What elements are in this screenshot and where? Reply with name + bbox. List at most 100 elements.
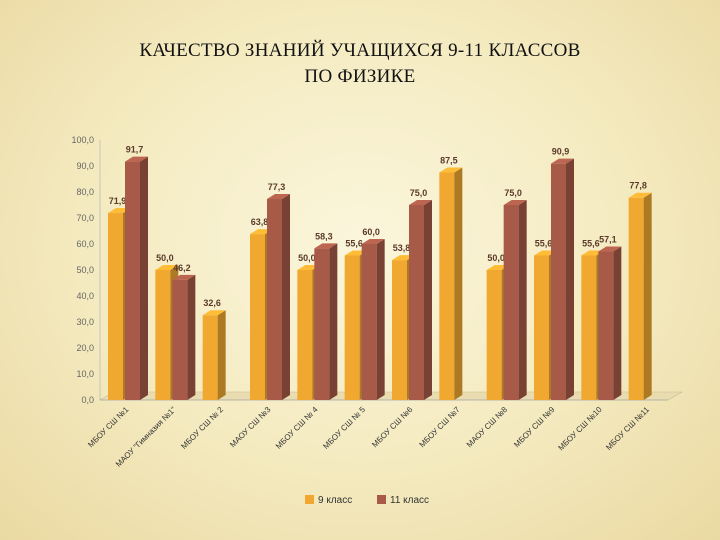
bar-side	[643, 192, 652, 400]
legend-label: 11 класс	[390, 495, 429, 506]
category-label: МАОУ СШ №8	[465, 405, 510, 450]
slide-title-line-1: КАЧЕСТВО ЗНАНИЙ УЧАЩИХСЯ 9-11 КЛАССОВ	[139, 40, 581, 61]
data-label: 60,0	[362, 227, 380, 237]
bar-top	[155, 265, 179, 270]
bar-front	[551, 163, 566, 400]
data-label: 75,0	[504, 188, 522, 198]
category-label: МБОУ СШ № 2	[179, 405, 225, 451]
data-label: 46,2	[173, 263, 191, 273]
data-label: 87,5	[440, 156, 458, 166]
data-label: 63,8	[251, 217, 269, 227]
bar-front	[598, 251, 614, 400]
bar	[598, 246, 622, 400]
bar-side	[518, 200, 527, 400]
data-label: 55,6	[535, 238, 553, 248]
bar-front	[409, 205, 424, 400]
bar-top	[267, 194, 290, 200]
bar-top	[503, 200, 527, 205]
bar	[551, 158, 574, 400]
bar-front	[108, 213, 123, 400]
bar	[409, 200, 432, 400]
bar-front	[314, 248, 330, 400]
bar	[439, 167, 463, 400]
category-label: МБОУ СШ №11	[604, 405, 651, 452]
y-tick-label: 30,0	[76, 317, 94, 327]
category-label: МАОУ СШ №3	[228, 405, 273, 450]
bar-front	[344, 255, 360, 400]
y-tick-label: 40,0	[76, 291, 94, 301]
data-label: 57,1	[599, 235, 617, 245]
y-tick-label: 20,0	[76, 343, 94, 353]
bar	[202, 310, 226, 400]
bar-side	[454, 167, 463, 400]
slide-title: КАЧЕСТВО ЗНАНИЙ УЧАЩИХСЯ 9-11 КЛАССОВ ПО…	[0, 38, 720, 90]
data-label: 91,7	[126, 145, 144, 155]
bar-side	[424, 200, 432, 400]
bar	[125, 156, 148, 400]
category-label: МБОУ СШ № 4	[274, 405, 320, 451]
legend-swatch	[377, 495, 386, 504]
data-label: 77,3	[268, 182, 286, 192]
data-label: 75,0	[410, 188, 428, 198]
y-tick-label: 50,0	[76, 265, 94, 275]
data-label: 77,8	[629, 181, 647, 191]
bar-top	[628, 192, 652, 198]
data-label: 90,9	[552, 147, 570, 157]
bar-front	[172, 279, 188, 400]
y-tick-label: 0,0	[81, 395, 94, 405]
bar-top	[125, 156, 148, 162]
slide-title-line-2: ПО ФИЗИКЕ	[304, 66, 416, 87]
y-tick-label: 80,0	[76, 187, 94, 197]
bar-side	[329, 243, 338, 400]
y-tick-label: 70,0	[76, 213, 94, 223]
bar-front	[155, 270, 171, 400]
category-label: МБОУ СШ №10	[556, 405, 604, 453]
bar-front	[392, 260, 407, 400]
bar-top	[439, 167, 463, 173]
bar-front	[503, 205, 519, 400]
legend-item: 11 класс	[377, 495, 429, 506]
bar-side	[566, 158, 574, 400]
bar-top	[598, 246, 622, 252]
y-tick-label: 100,0	[71, 135, 94, 145]
category-label: МБОУ СШ №1	[86, 405, 131, 450]
bar-front	[628, 197, 644, 400]
data-label: 50,0	[298, 253, 316, 263]
bar	[628, 192, 652, 400]
y-tick-label: 90,0	[76, 161, 94, 171]
bar-top	[314, 243, 338, 249]
bar-front	[267, 199, 282, 400]
bar-side	[376, 239, 385, 400]
bar	[503, 200, 527, 400]
bar-front	[250, 234, 265, 400]
data-label: 53,8	[393, 243, 411, 253]
bar-front	[202, 315, 218, 400]
y-tick-label: 10,0	[76, 369, 94, 379]
bar-side	[217, 310, 226, 400]
category-label: МБОУ СШ № 5	[321, 405, 367, 451]
bar-top	[551, 158, 574, 164]
legend-label: 9 класс	[318, 495, 352, 506]
category-label: МБОУ СШ №7	[418, 405, 463, 450]
bar-top	[172, 274, 196, 280]
bar-side	[140, 156, 148, 400]
data-label: 50,0	[156, 253, 174, 263]
bar-front	[581, 255, 597, 400]
bar-front	[534, 255, 549, 400]
bar-front	[486, 270, 502, 400]
bar-side	[282, 194, 290, 400]
legend-item: 9 класс	[305, 495, 352, 506]
data-label: 71,9	[109, 196, 127, 206]
bar-top	[361, 239, 385, 244]
data-label: 55,6	[345, 238, 363, 248]
bar-top	[202, 310, 226, 316]
bar-side	[187, 274, 196, 400]
bar-front	[297, 270, 313, 400]
category-label: МБОУ СШ №9	[512, 405, 557, 450]
bar-front	[439, 172, 455, 400]
bar	[267, 194, 290, 400]
bar	[361, 239, 385, 400]
y-tick-label: 60,0	[76, 239, 94, 249]
data-label: 55,6	[582, 238, 600, 248]
bar-side	[613, 246, 622, 400]
